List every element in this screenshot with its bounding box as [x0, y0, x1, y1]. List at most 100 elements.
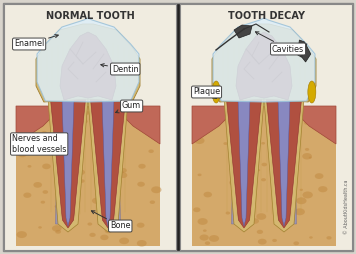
Ellipse shape [261, 142, 265, 145]
Polygon shape [226, 99, 262, 228]
Ellipse shape [245, 179, 250, 182]
Ellipse shape [293, 241, 299, 245]
Polygon shape [231, 106, 238, 224]
Ellipse shape [106, 198, 113, 202]
Polygon shape [90, 99, 126, 228]
Polygon shape [264, 99, 304, 232]
Polygon shape [290, 106, 297, 224]
Ellipse shape [23, 116, 32, 122]
Ellipse shape [252, 118, 258, 122]
Ellipse shape [235, 136, 240, 140]
Ellipse shape [42, 131, 47, 134]
Ellipse shape [277, 169, 284, 173]
Ellipse shape [324, 110, 329, 114]
Ellipse shape [68, 179, 72, 182]
Ellipse shape [272, 239, 277, 242]
Ellipse shape [137, 240, 147, 247]
Ellipse shape [33, 182, 42, 188]
Ellipse shape [282, 178, 292, 185]
Ellipse shape [251, 218, 259, 224]
Ellipse shape [88, 223, 92, 226]
Ellipse shape [308, 81, 316, 103]
Ellipse shape [290, 124, 297, 128]
Polygon shape [292, 106, 336, 144]
Bar [4, 4, 176, 250]
Ellipse shape [254, 114, 262, 119]
Bar [16, 106, 160, 246]
Polygon shape [298, 40, 311, 62]
Ellipse shape [257, 169, 260, 171]
Ellipse shape [16, 231, 27, 238]
Ellipse shape [272, 120, 282, 126]
Ellipse shape [90, 114, 94, 116]
Polygon shape [278, 99, 290, 226]
Ellipse shape [105, 229, 112, 233]
Ellipse shape [209, 235, 219, 242]
Ellipse shape [258, 239, 267, 245]
Ellipse shape [302, 153, 312, 160]
Ellipse shape [55, 230, 61, 234]
Ellipse shape [59, 115, 69, 122]
Ellipse shape [300, 189, 303, 191]
Text: TOOTH DECAY: TOOTH DECAY [227, 11, 304, 21]
Ellipse shape [52, 225, 62, 232]
Ellipse shape [239, 179, 246, 183]
Ellipse shape [256, 213, 266, 220]
Polygon shape [102, 99, 114, 226]
Ellipse shape [148, 149, 154, 153]
Ellipse shape [92, 198, 101, 204]
Ellipse shape [296, 197, 307, 204]
Ellipse shape [294, 208, 305, 215]
Ellipse shape [151, 186, 162, 193]
Ellipse shape [110, 221, 118, 227]
Ellipse shape [119, 168, 127, 173]
Ellipse shape [238, 185, 244, 189]
Ellipse shape [196, 131, 201, 134]
Ellipse shape [137, 182, 145, 187]
Polygon shape [56, 106, 62, 224]
Ellipse shape [226, 212, 230, 215]
Ellipse shape [108, 157, 112, 160]
Ellipse shape [100, 235, 109, 240]
Ellipse shape [304, 121, 309, 125]
Ellipse shape [250, 201, 253, 203]
Ellipse shape [322, 113, 331, 118]
Ellipse shape [289, 125, 295, 128]
Ellipse shape [150, 200, 155, 204]
Ellipse shape [119, 237, 129, 244]
Ellipse shape [229, 179, 239, 186]
Polygon shape [60, 32, 116, 100]
Polygon shape [238, 99, 250, 226]
Ellipse shape [289, 135, 295, 139]
Ellipse shape [43, 138, 52, 144]
Ellipse shape [315, 173, 324, 179]
Ellipse shape [203, 229, 207, 232]
Text: Bone: Bone [91, 211, 131, 230]
Ellipse shape [137, 223, 145, 228]
Ellipse shape [193, 207, 200, 212]
Ellipse shape [262, 163, 267, 166]
Ellipse shape [71, 136, 75, 139]
Polygon shape [48, 99, 88, 232]
Text: © AboutKidsHealth.ca: © AboutKidsHealth.ca [344, 180, 349, 234]
Ellipse shape [54, 205, 59, 208]
Ellipse shape [43, 148, 52, 153]
Ellipse shape [198, 218, 208, 225]
Ellipse shape [305, 148, 309, 151]
Ellipse shape [200, 234, 209, 241]
Ellipse shape [119, 228, 122, 230]
Bar [180, 4, 352, 250]
Ellipse shape [326, 236, 331, 240]
Ellipse shape [99, 213, 108, 219]
Ellipse shape [318, 186, 328, 192]
Ellipse shape [309, 156, 312, 158]
Polygon shape [51, 99, 85, 228]
Ellipse shape [212, 81, 220, 103]
Text: Gum: Gum [116, 102, 141, 113]
Ellipse shape [89, 233, 96, 237]
Text: Nerves and
blood vessels: Nerves and blood vessels [12, 134, 66, 154]
Text: Enamel: Enamel [14, 35, 58, 49]
Text: NORMAL TOOTH: NORMAL TOOTH [46, 11, 134, 21]
Ellipse shape [23, 193, 31, 198]
Ellipse shape [138, 164, 146, 169]
